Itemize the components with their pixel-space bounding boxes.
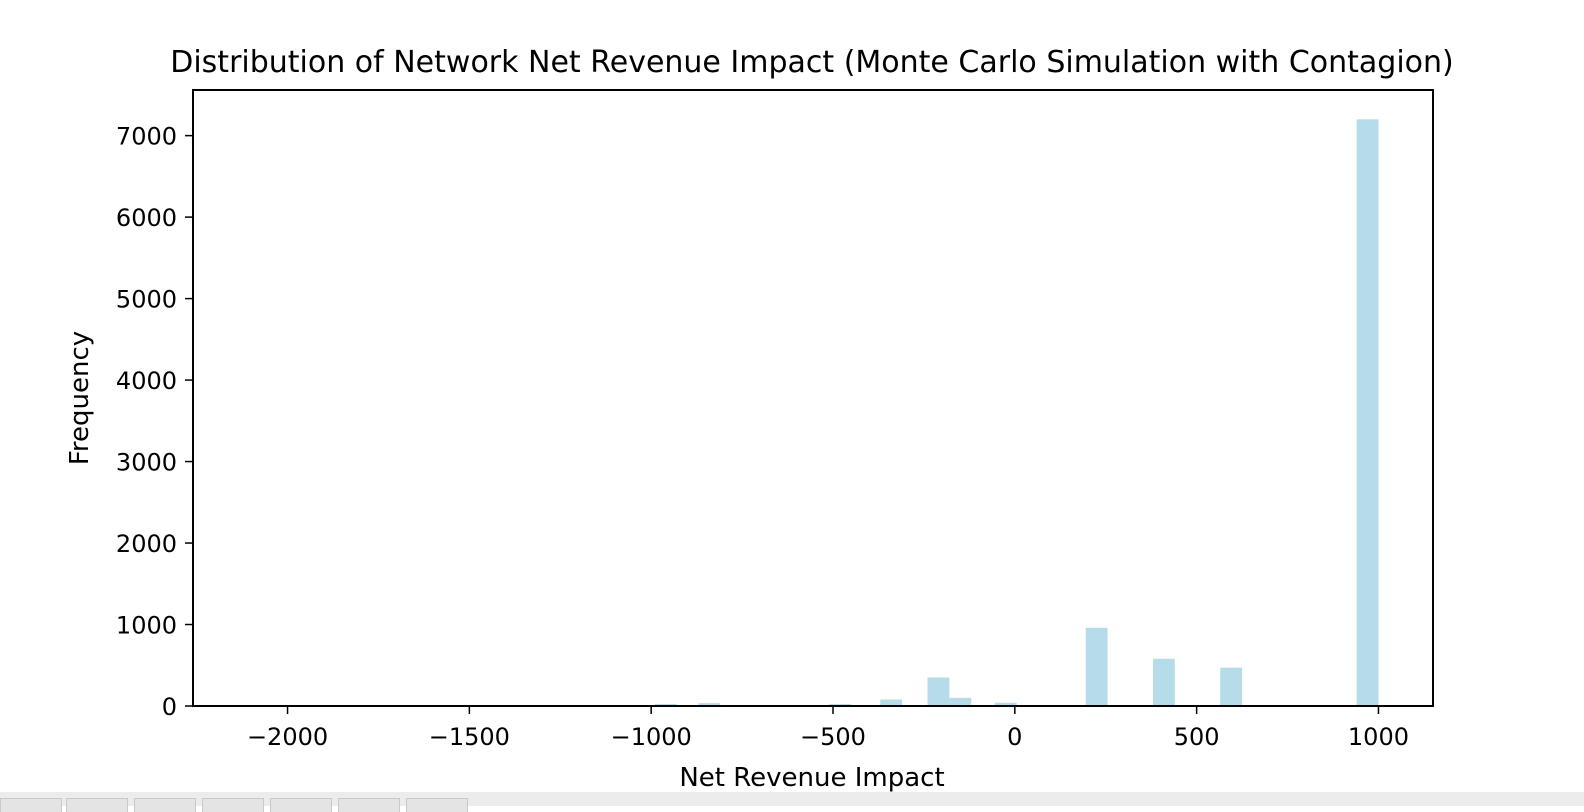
x-tick-label: 500 — [1174, 723, 1220, 751]
histogram-bar — [880, 699, 903, 706]
chart-title: Distribution of Network Net Revenue Impa… — [170, 45, 1454, 80]
strip-tab[interactable] — [202, 798, 264, 812]
y-tick-label: 4000 — [116, 367, 177, 395]
y-tick-label: 1000 — [116, 612, 177, 640]
y-axis-ticks: 0 1000 2000 3000 4000 5000 6000 7000 — [116, 123, 193, 721]
x-axis-label: Net Revenue Impact — [679, 763, 944, 792]
histogram-bar — [654, 703, 677, 706]
bar-group — [654, 119, 1379, 707]
x-tick-label: −2000 — [247, 723, 328, 751]
strip-tab[interactable] — [270, 798, 332, 812]
y-tick-label: 0 — [162, 693, 177, 721]
histogram-bar — [994, 702, 1017, 706]
y-tick-label: 2000 — [116, 530, 177, 558]
x-tick-label: −1000 — [611, 723, 692, 751]
x-tick-label: −1500 — [429, 723, 510, 751]
strip-tab[interactable] — [406, 798, 468, 812]
x-axis-ticks: −2000 −1500 −1000 −500 0 500 1000 — [247, 706, 1409, 751]
y-tick-label: 6000 — [116, 204, 177, 232]
y-axis-label: Frequency — [65, 331, 95, 465]
y-tick-label: 3000 — [116, 449, 177, 477]
strip-tab[interactable] — [66, 798, 128, 812]
strip-tab[interactable] — [134, 798, 196, 812]
bottom-tab-strip — [0, 792, 1584, 812]
plot-frame — [192, 89, 1434, 707]
histogram-bar — [829, 703, 852, 706]
histogram-bar — [949, 697, 972, 706]
x-tick-label: 0 — [1007, 723, 1022, 751]
strip-tab[interactable] — [338, 798, 400, 812]
histogram-bar — [1153, 658, 1175, 706]
histogram-bar — [1085, 627, 1108, 706]
y-tick-label: 5000 — [116, 286, 177, 314]
x-tick-label: 1000 — [1348, 723, 1409, 751]
histogram-chart: Distribution of Network Net Revenue Impa… — [65, 45, 1454, 792]
histogram-bar — [1220, 667, 1243, 706]
histogram-bar — [1356, 119, 1379, 707]
histogram-bar — [698, 703, 721, 706]
y-tick-label: 7000 — [116, 123, 177, 151]
histogram-bar — [927, 677, 950, 706]
x-tick-label: −500 — [800, 723, 866, 751]
strip-tab[interactable] — [0, 798, 62, 812]
